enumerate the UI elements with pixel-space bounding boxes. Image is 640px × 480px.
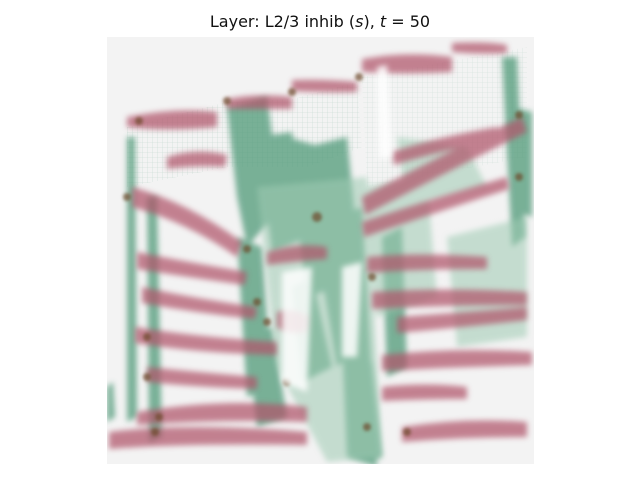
title-symbol: s	[355, 12, 364, 31]
title-variable: t	[379, 12, 387, 31]
title-mid: ),	[363, 12, 380, 31]
activity-heatmap	[107, 37, 534, 464]
magenta-bands	[109, 42, 532, 449]
title-equals: = 50	[386, 12, 431, 31]
heatmap-canvas	[107, 37, 534, 464]
plot-title: Layer: L2/3 inhib (s), t = 50	[0, 12, 640, 31]
title-prefix: Layer: L2/3 inhib (	[209, 12, 356, 31]
white-gaps	[282, 65, 392, 392]
overlap-spots	[123, 73, 523, 436]
